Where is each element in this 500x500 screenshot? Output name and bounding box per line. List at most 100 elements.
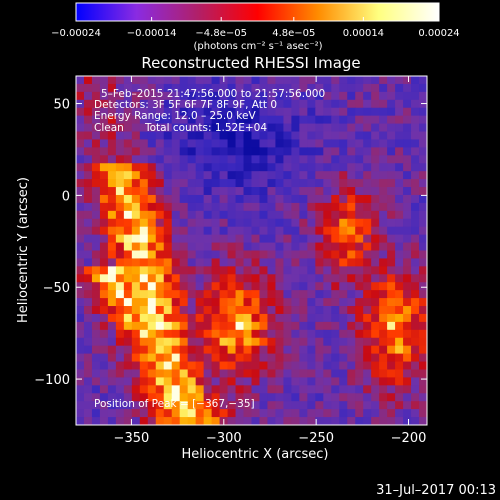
heatmap-cell [107,107,117,117]
heatmap-cell [403,361,412,371]
heatmap-cell [76,218,85,228]
heatmap-cell [363,179,372,188]
heatmap-cell [371,274,380,283]
heatmap-cell [179,179,189,188]
heatmap-cell [147,179,157,188]
heatmap-cell [251,226,261,236]
heatmap-cell [115,313,125,323]
heatmap-cell [99,131,109,141]
heatmap-cell [283,163,292,172]
heatmap-cell [211,417,221,425]
heatmap-cell [227,250,237,260]
heatmap-cell [107,123,117,133]
heatmap-cell [347,361,356,371]
heatmap-cell [123,115,133,125]
heatmap-cell [171,194,181,204]
heatmap-cell [187,361,197,371]
heatmap-cell [163,377,173,386]
heatmap-cell [371,218,380,228]
heatmap-cell [355,155,364,164]
heatmap-cell [339,250,348,260]
heatmap-cell [211,290,221,299]
heatmap-cell [291,369,300,379]
heatmap-cell [115,258,125,267]
heatmap-cell [171,234,181,244]
heatmap-cell [371,337,380,347]
heatmap-cell [235,337,245,347]
heatmap-cell [419,258,427,267]
heatmap-cell [131,274,141,283]
heatmap-cell [99,218,109,228]
heatmap-cell [123,179,133,188]
heatmap-cell [107,274,117,283]
heatmap-cell [187,298,197,307]
heatmap-cell [339,171,348,180]
heatmap-cell [291,337,300,347]
heatmap-cell [395,187,404,196]
heatmap-cell [235,91,245,101]
heatmap-cell [371,258,380,267]
heatmap-cell [267,83,277,93]
heatmap-cell [227,210,237,220]
heatmap-cell [283,369,292,379]
heatmap-cell [299,385,308,394]
heatmap-cell [275,179,285,188]
heatmap-cell [139,369,149,379]
heatmap-cell [411,202,420,212]
heatmap-cell [155,210,165,220]
heatmap-cell [219,194,229,204]
heatmap-cell [123,369,133,379]
heatmap-cell [387,202,396,212]
heatmap-cell [83,234,93,244]
heatmap-cell [347,171,356,180]
heatmap-cell [187,163,197,172]
heatmap-cell [243,99,253,109]
heatmap-cell [243,139,253,148]
heatmap-cell [323,234,332,244]
heatmap-cell [259,377,269,386]
heatmap-cell [99,171,109,180]
heatmap-cell [379,194,388,204]
heatmap-cell [251,282,261,291]
heatmap-cell [283,76,292,85]
heatmap-cell [187,417,197,425]
heatmap-cell [243,131,253,141]
heatmap-cell [283,274,292,283]
heatmap-cell [395,337,404,347]
heatmap-cell [91,377,101,386]
heatmap-cell [115,337,125,347]
heatmap-cell [355,274,364,283]
heatmap-cell [99,409,109,418]
heatmap-cell [155,401,165,410]
heatmap-cell [203,115,213,125]
heatmap-cell [259,147,269,156]
heatmap-cell [163,282,173,291]
heatmap-cell [131,409,141,418]
heatmap-cell [115,131,125,141]
heatmap-cell [235,234,245,244]
heatmap-cell [203,409,213,418]
heatmap-cell [283,409,292,418]
heatmap-cell [339,258,348,267]
heatmap-cell [99,210,109,220]
heatmap-cell [243,250,253,260]
heatmap-cell [411,417,420,425]
heatmap-cell [307,313,316,323]
heatmap-cell [411,242,420,252]
heatmap-cell [83,274,93,283]
heatmap-cell [323,369,332,379]
heatmap-cell [99,345,109,355]
heatmap-cell [291,187,300,196]
heatmap-cell [107,76,117,85]
heatmap-cell [371,91,380,101]
heatmap-cell [291,99,300,109]
heatmap-cell [419,83,427,93]
heatmap-cell [387,306,396,315]
heatmap-cell [363,171,372,180]
heatmap-cell [76,377,85,386]
heatmap-cell [339,369,348,379]
heatmap-cell [179,218,189,228]
heatmap-cell [227,194,237,204]
heatmap-cell [243,115,253,125]
